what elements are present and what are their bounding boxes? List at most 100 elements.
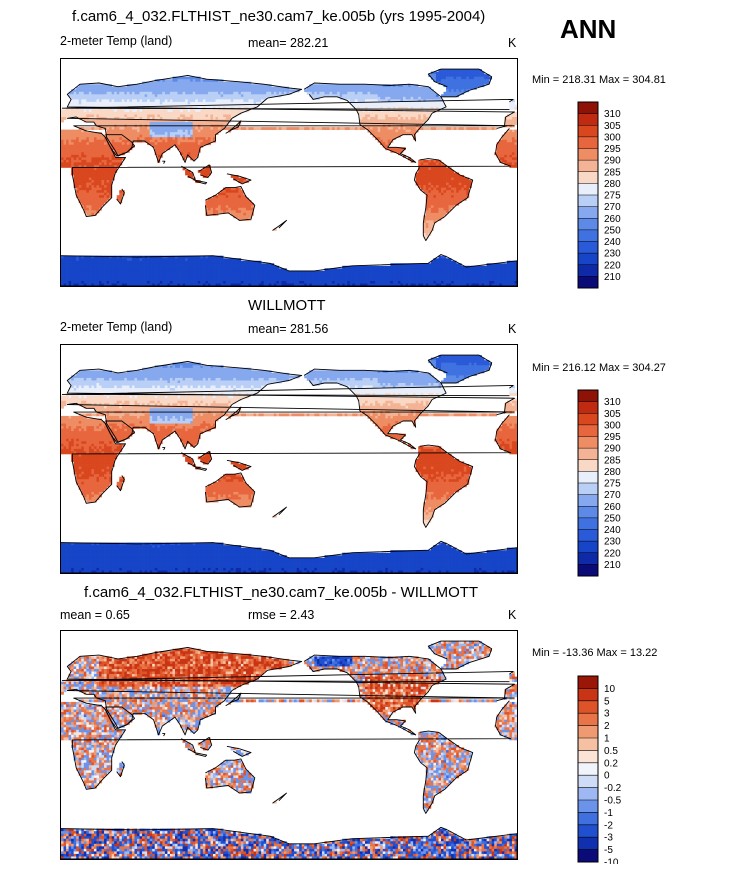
colorbar-swatch	[578, 160, 598, 172]
colorbar-swatch	[578, 788, 598, 801]
colorbar-swatch	[578, 825, 598, 838]
map-field-cells	[61, 355, 517, 573]
panel1-field-label: 2-meter Temp (land)	[60, 34, 172, 48]
panel2-map	[60, 344, 518, 574]
colorbar-swatch	[578, 812, 598, 825]
colorbar-swatch	[578, 230, 598, 242]
panel2-minmax: Min = 216.12 Max = 304.27	[532, 362, 666, 374]
colorbar-swatch	[578, 750, 598, 763]
colorbar-swatch	[578, 183, 598, 195]
colorbar-swatch	[578, 195, 598, 207]
colorbar-swatch	[578, 437, 598, 449]
colorbar-swatch	[578, 149, 598, 161]
colorbar-swatch	[578, 471, 598, 483]
colorbar-tick-label: 305	[604, 121, 621, 132]
colorbar-swatch	[578, 172, 598, 184]
colorbar-swatch	[578, 763, 598, 776]
colorbar-tick-label: -5	[604, 845, 613, 856]
map-field-cells	[61, 69, 517, 286]
colorbar-tick-label: 305	[604, 409, 621, 420]
colorbar-swatch	[578, 530, 598, 542]
panel3-title: f.cam6_4_032.FLTHIST_ne30.cam7_ke.005b -…	[84, 584, 478, 601]
panel3-units-label: K	[508, 608, 516, 622]
colorbar-swatch	[578, 837, 598, 850]
colorbar-swatch	[578, 125, 598, 137]
colorbar-swatch	[578, 265, 598, 277]
colorbar-tick-label: 290	[604, 444, 621, 455]
colorbar-tick-label: 3	[604, 709, 610, 720]
panel3-map	[60, 630, 518, 860]
colorbar-tick-label: 0	[604, 771, 610, 782]
colorbar-swatch	[578, 506, 598, 518]
colorbar-swatch	[578, 460, 598, 472]
colorbar-swatch	[578, 242, 598, 254]
panel1-title: f.cam6_4_032.FLTHIST_ne30.cam7_ke.005b (…	[72, 8, 485, 25]
colorbar-tick-label: 300	[604, 420, 621, 431]
colorbar-swatch	[578, 114, 598, 126]
coastline	[162, 734, 165, 737]
colorbar-swatch	[578, 207, 598, 219]
panel2-mean-label: mean= 281.56	[248, 322, 328, 336]
colorbar-swatch	[578, 102, 598, 114]
panel2-field-label: 2-meter Temp (land)	[60, 320, 172, 334]
colorbar-tick-label: 285	[604, 167, 621, 178]
colorbar-swatch	[578, 425, 598, 437]
coastline	[273, 220, 287, 230]
colorbar-swatch	[578, 553, 598, 565]
colorbar-tick-label: 295	[604, 432, 621, 443]
colorbar-tick-label: 240	[604, 525, 621, 536]
panel3-rmse-label: rmse = 2.43	[248, 608, 314, 622]
coastline	[273, 507, 287, 517]
colorbar-swatch	[578, 483, 598, 495]
colorbar-tick-label: 210	[604, 272, 621, 283]
colorbar-tick-label: 270	[604, 490, 621, 501]
colorbar-tick-label: 240	[604, 237, 621, 248]
colorbar-swatch	[578, 726, 598, 739]
panel2-colorbar-plot: 3103053002952902852802752702602502402302…	[576, 388, 636, 578]
colorbar-swatch	[578, 276, 598, 288]
colorbar-tick-label: 230	[604, 249, 621, 260]
colorbar-tick-label: 280	[604, 179, 621, 190]
colorbar-tick-label: 230	[604, 537, 621, 548]
colorbar-tick-label: 260	[604, 502, 621, 513]
panel2-title: WILLMOTT	[248, 297, 326, 314]
colorbar-swatch	[578, 541, 598, 553]
map-field-cells	[61, 641, 517, 859]
colorbar-tick-label: 0.5	[604, 746, 618, 757]
panel1-map-plot	[61, 59, 517, 286]
colorbar-tick-label: 310	[604, 109, 621, 120]
colorbar-tick-label: 290	[604, 156, 621, 167]
panel2-units-label: K	[508, 322, 516, 336]
panel3-map-plot	[61, 631, 517, 859]
panel1-units-label: K	[508, 36, 516, 50]
colorbar-tick-label: 300	[604, 132, 621, 143]
panel1-map	[60, 58, 518, 287]
colorbar-tick-label: -10	[604, 858, 619, 865]
colorbar-swatch	[578, 253, 598, 265]
colorbar-tick-label: -2	[604, 820, 613, 831]
colorbar-tick-label: 270	[604, 202, 621, 213]
colorbar-tick-label: 275	[604, 191, 621, 202]
colorbar-tick-label: -1	[604, 808, 613, 819]
colorbar-swatch	[578, 701, 598, 714]
colorbar-tick-label: 275	[604, 479, 621, 490]
colorbar-tick-label: 285	[604, 455, 621, 466]
colorbar-tick-label: 260	[604, 214, 621, 225]
colorbar-tick-label: -0.5	[604, 796, 622, 807]
colorbar-swatch	[578, 775, 598, 788]
colorbar-swatch	[578, 688, 598, 701]
colorbar-tick-label: 295	[604, 144, 621, 155]
panel1-minmax: Min = 218.31 Max = 304.81	[532, 74, 666, 86]
colorbar-tick-label: 280	[604, 467, 621, 478]
colorbar-swatch	[578, 738, 598, 751]
coastline	[273, 793, 287, 803]
colorbar-swatch	[578, 390, 598, 402]
colorbar-tick-label: 0.2	[604, 758, 618, 769]
panel1-mean-label: mean= 282.21	[248, 36, 328, 50]
coastline	[162, 161, 165, 164]
colorbar-swatch	[578, 448, 598, 460]
colorbar-tick-label: 5	[604, 696, 610, 707]
colorbar-tick-label: 250	[604, 225, 621, 236]
colorbar-tick-label: 250	[604, 513, 621, 524]
